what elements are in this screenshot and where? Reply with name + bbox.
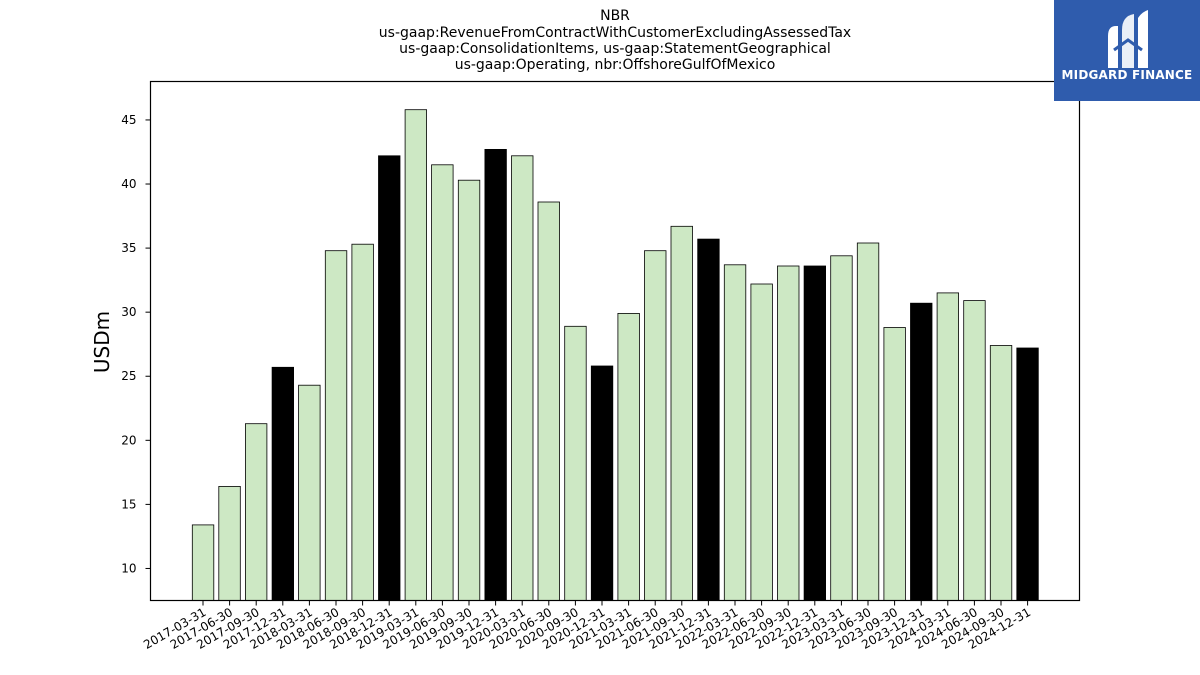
bar-2017-03-31 <box>191 524 215 601</box>
bar-2024-03-31 <box>936 292 959 601</box>
bar-2018-03-31 <box>298 384 321 601</box>
chart-title: NBR us-gaap:RevenueFromContractWithCusto… <box>379 8 851 73</box>
plot-frame <box>149 80 1081 602</box>
bar-2024-09-30 <box>989 345 1013 601</box>
bar-2017-12-31 <box>271 366 295 601</box>
y-tick-label: 45 <box>121 113 136 127</box>
bar-2024-12-31 <box>1016 347 1039 601</box>
bar-2024-06-30 <box>963 300 986 601</box>
chart-title-line-3: us-gaap:ConsolidationItems, us-gaap:Stat… <box>399 41 831 57</box>
bar-2022-06-30 <box>750 283 773 601</box>
y-tick-label: 40 <box>121 177 136 191</box>
y-tick-label: 10 <box>121 561 136 575</box>
bar-2021-09-30 <box>670 225 693 601</box>
chart-title-line-1: NBR <box>600 8 630 24</box>
bar-2018-12-31 <box>378 155 401 601</box>
x-axis: 2017-03-312017-06-302017-09-302017-12-31… <box>141 600 1033 652</box>
bar-2020-12-31 <box>590 365 614 601</box>
bar-2023-12-31 <box>910 302 933 601</box>
bar-2021-12-31 <box>697 238 720 601</box>
bar-2019-03-31 <box>404 109 428 601</box>
logo-text: MIDGARD FINANCE <box>1061 68 1193 82</box>
y-axis-label: USDm <box>90 311 114 373</box>
y-axis: 10 15 20 25 30 35 40 45 <box>121 113 151 575</box>
midgard-finance-logo: MIDGARD FINANCE <box>1054 0 1200 101</box>
y-tick-label: 25 <box>121 369 136 383</box>
bar-2018-09-30 <box>351 243 374 601</box>
bar-2017-09-30 <box>244 423 268 601</box>
y-tick-label: 35 <box>121 241 136 255</box>
bar-2019-06-30 <box>431 164 454 601</box>
bar-2023-06-30 <box>856 242 880 601</box>
bar-2022-03-31 <box>723 264 747 601</box>
midgard-logo-icon <box>1108 10 1148 68</box>
bar-2019-09-30 <box>457 179 481 601</box>
bar-2022-09-30 <box>777 265 800 601</box>
bar-2023-03-31 <box>830 255 853 601</box>
bar-2023-09-30 <box>883 327 906 601</box>
bar-2019-12-31 <box>484 148 507 601</box>
y-tick-label: 20 <box>121 433 136 447</box>
bar-2017-06-30 <box>218 485 241 601</box>
bar-2018-06-30 <box>324 250 348 601</box>
bar-2020-09-30 <box>564 325 587 601</box>
y-tick-label: 30 <box>121 305 136 319</box>
bar-2021-06-30 <box>644 250 667 601</box>
bar-2020-06-30 <box>537 201 560 601</box>
bar-2021-03-31 <box>617 312 640 601</box>
chart-title-line-2: us-gaap:RevenueFromContractWithCustomerE… <box>379 25 851 41</box>
chart-title-line-4: us-gaap:Operating, nbr:OffshoreGulfOfMex… <box>455 57 776 73</box>
bar-2020-03-31 <box>511 155 534 601</box>
y-tick-label: 15 <box>121 497 136 511</box>
bars <box>191 109 1039 601</box>
bar-2022-12-31 <box>803 265 826 601</box>
